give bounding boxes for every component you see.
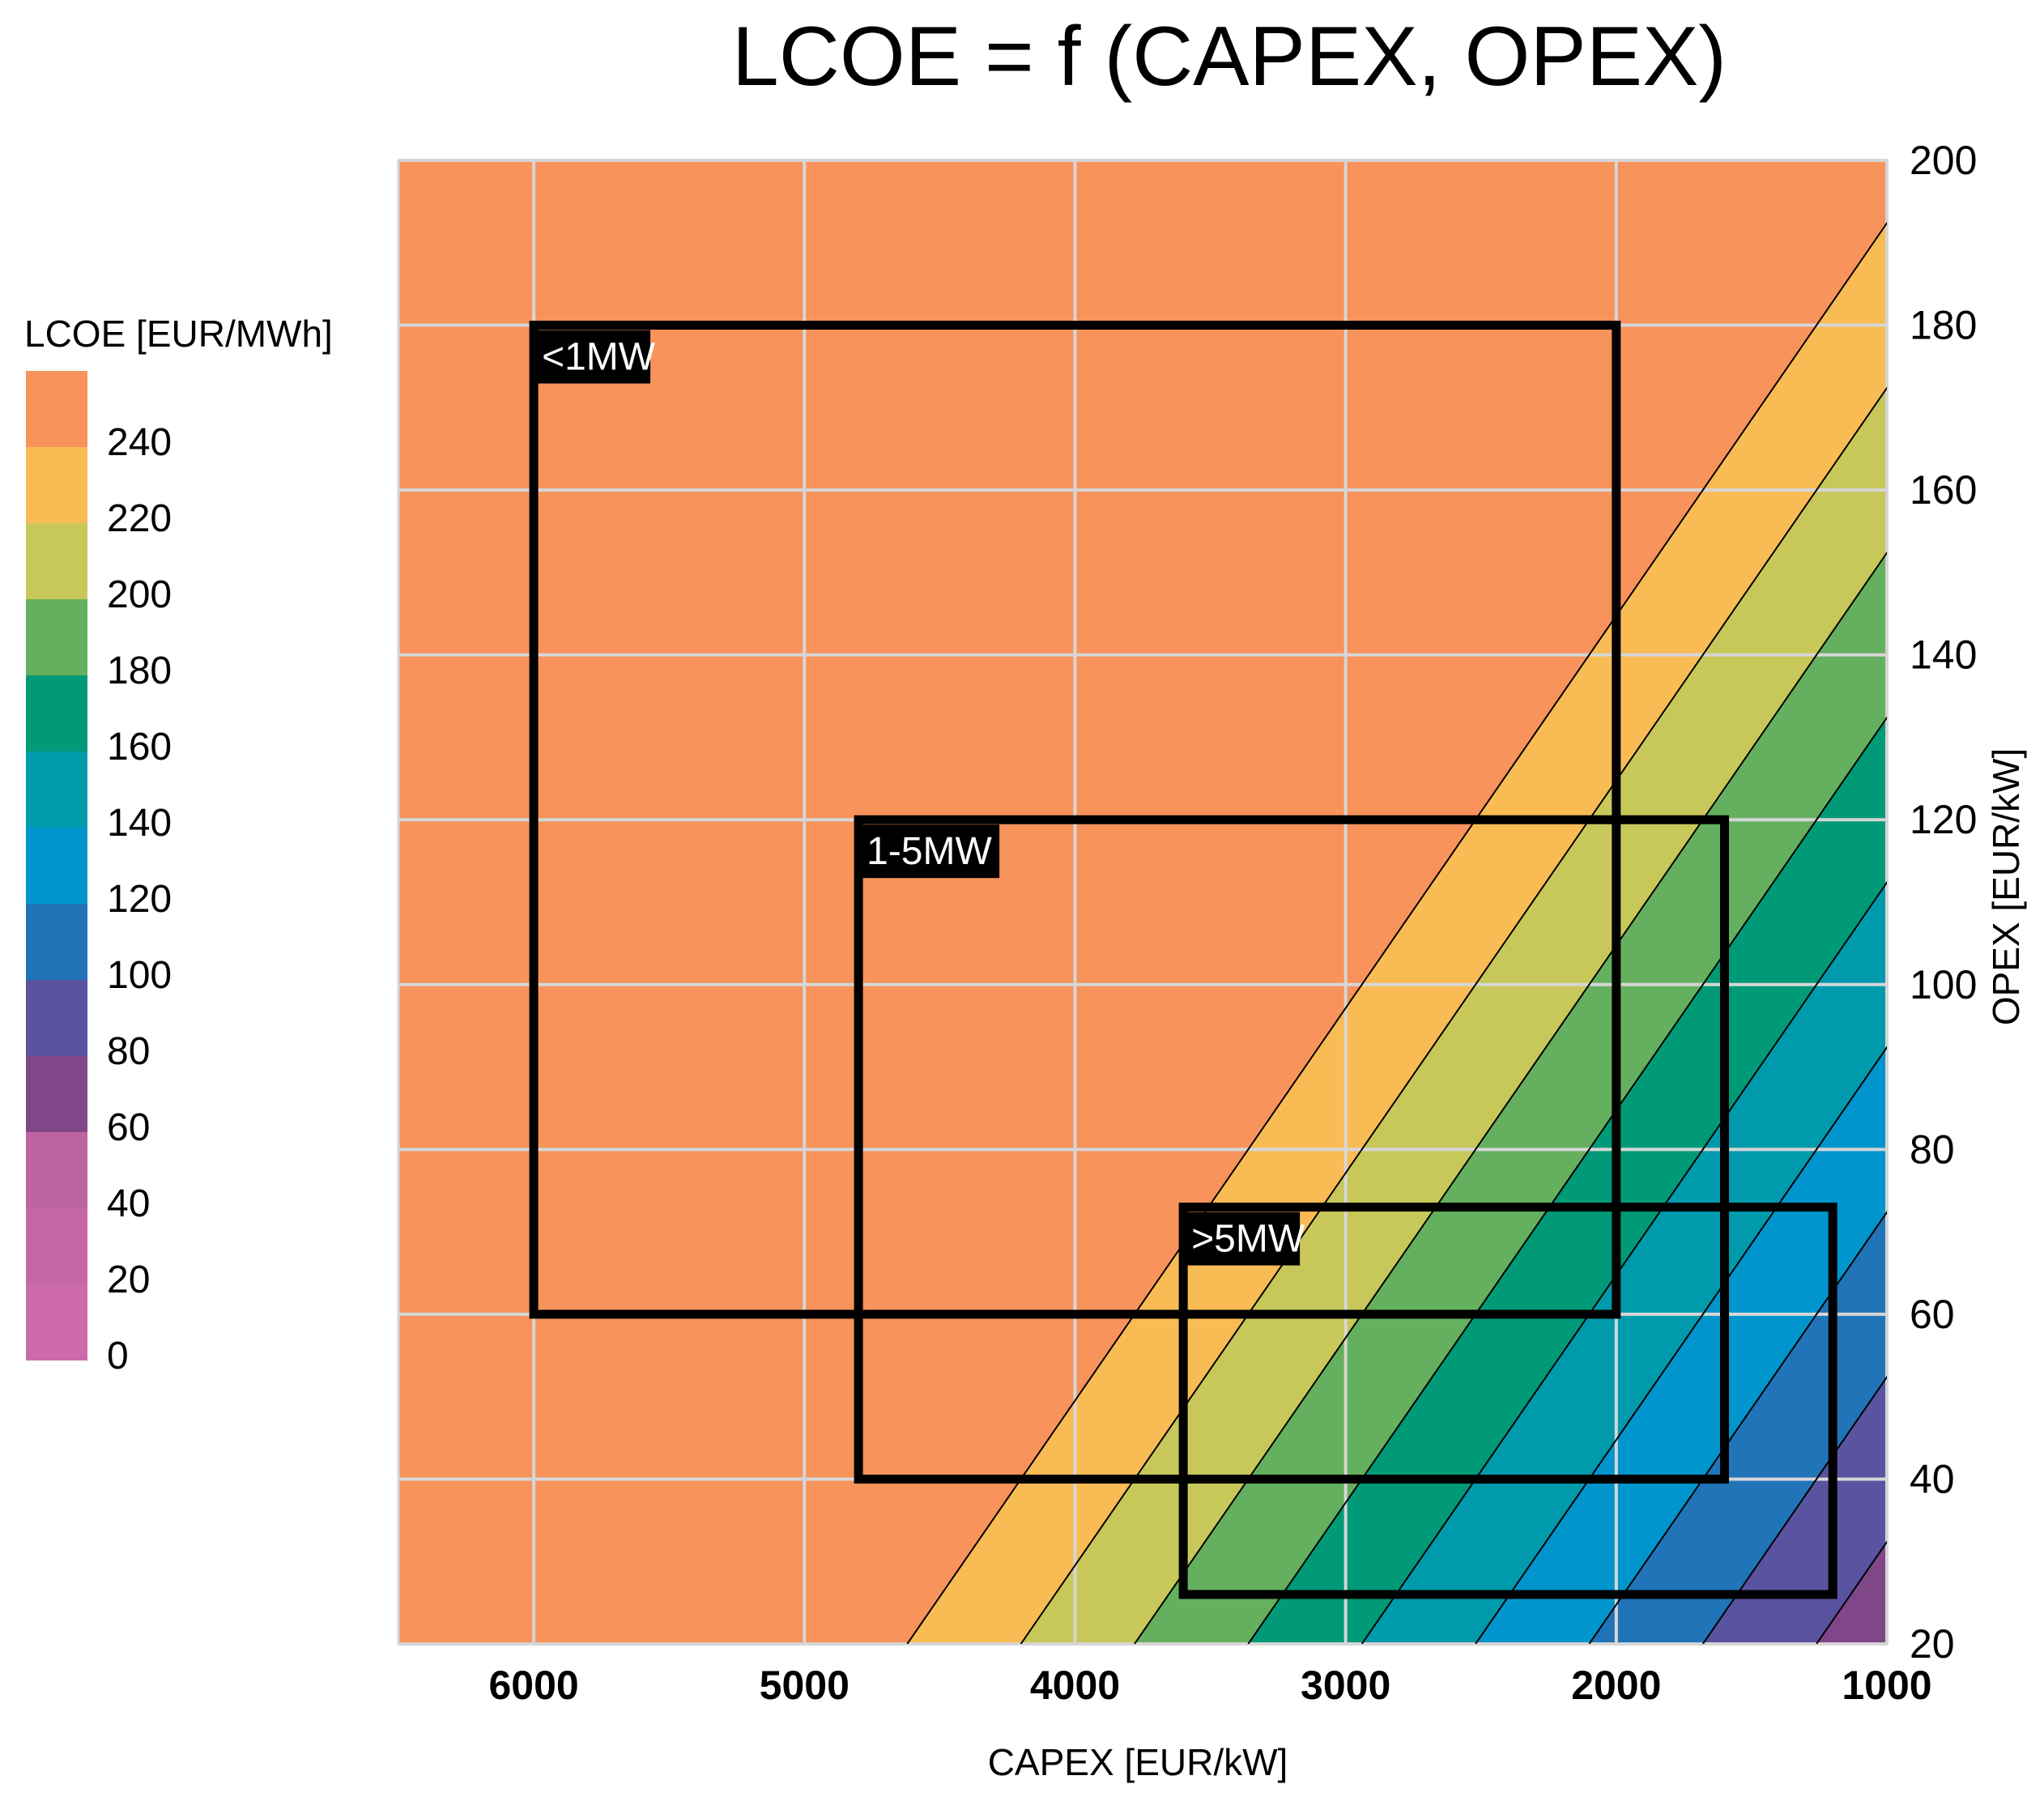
colorbar-tick-label: 80 xyxy=(107,1030,150,1073)
iso-lines xyxy=(906,221,1887,1644)
x-tick-label: 1000 xyxy=(1842,1663,1931,1708)
colorbar-swatch xyxy=(26,828,87,904)
colorbar-swatch xyxy=(26,904,87,980)
colorbar-tick-label: 200 xyxy=(107,573,172,616)
region-label: 1-5MW xyxy=(867,830,992,873)
y-axis-ticks: 20 40 60 80 100 120 140 160 180 200 xyxy=(1910,138,1977,1667)
y-tick-label: 60 xyxy=(1910,1292,1955,1337)
region-box xyxy=(854,815,1729,1484)
colorbar-tick-label: 100 xyxy=(107,954,172,997)
region-label-bg xyxy=(862,824,1000,879)
colorbar-tick-label: 120 xyxy=(107,878,172,921)
contour-bands xyxy=(398,160,1887,1644)
y-tick-label: 20 xyxy=(1910,1621,1955,1667)
y-tick-label: 200 xyxy=(1910,138,1977,183)
region-label-bg xyxy=(1186,1211,1301,1266)
size-regions: <1MW 1-5MW >5MW xyxy=(529,321,1837,1599)
x-axis-label: CAPEX [EUR/kW] xyxy=(988,1741,1288,1783)
x-tick-label: 4000 xyxy=(1030,1663,1120,1708)
iso-line xyxy=(1475,1045,1887,1644)
y-tick-label: 160 xyxy=(1910,467,1977,513)
region-1: 1-5MW xyxy=(854,815,1729,1484)
x-tick-label: 5000 xyxy=(760,1663,850,1708)
x-tick-label: 3000 xyxy=(1301,1663,1390,1708)
iso-line xyxy=(1020,386,1887,1644)
colorbar-swatch xyxy=(26,599,87,675)
region-box xyxy=(1178,1203,1837,1599)
iso-line xyxy=(906,221,1887,1644)
colorbar-tick-label: 140 xyxy=(107,802,172,845)
iso-line xyxy=(1588,1211,1887,1644)
region-label-bg xyxy=(537,330,651,384)
colorbar-swatch xyxy=(26,371,87,447)
colorbar-title: LCOE [EUR/MWh] xyxy=(24,313,333,355)
region-label: <1MW xyxy=(542,336,656,379)
region-2: >5MW xyxy=(1178,1203,1837,1599)
colorbar-tick-label: 180 xyxy=(107,649,172,692)
y-tick-label: 40 xyxy=(1910,1456,1955,1501)
colorbar-tick-label: 220 xyxy=(107,497,172,540)
colorbar-tick-label: 40 xyxy=(107,1182,150,1225)
iso-line xyxy=(1361,881,1887,1644)
colorbar-swatch xyxy=(26,752,87,828)
colorbar-swatch xyxy=(26,1208,87,1284)
colorbar-swatch xyxy=(26,1284,87,1361)
colorbar-swatch xyxy=(26,980,87,1056)
region-label: >5MW xyxy=(1191,1218,1305,1261)
x-axis-ticks: 6000 5000 4000 3000 2000 1000 xyxy=(488,1663,1931,1708)
y-tick-label: 140 xyxy=(1910,632,1977,678)
iso-line xyxy=(1134,551,1887,1644)
x-tick-label: 6000 xyxy=(488,1663,578,1708)
colorbar-swatch xyxy=(26,523,87,599)
y-tick-label: 100 xyxy=(1910,962,1977,1007)
plot-border xyxy=(397,159,1889,1646)
colorbar-tick-label: 240 xyxy=(107,421,172,464)
contour-band xyxy=(398,160,1887,1644)
colorbar-tick-label: 20 xyxy=(107,1258,150,1301)
colorbar-tick-label: 160 xyxy=(107,726,172,769)
chart-title: LCOE = f (CAPEX, OPEX) xyxy=(732,10,1727,104)
iso-line xyxy=(1247,716,1887,1644)
colorbar-swatch xyxy=(26,447,87,523)
colorbar-swatch xyxy=(26,1056,87,1132)
colorbar-swatch xyxy=(26,675,87,752)
x-tick-label: 2000 xyxy=(1571,1663,1661,1708)
colorbar-tick-label: 60 xyxy=(107,1106,150,1149)
y-tick-label: 120 xyxy=(1910,797,1977,842)
colorbar-swatch xyxy=(26,1132,87,1208)
iso-line xyxy=(1701,1375,1887,1644)
y-tick-label: 80 xyxy=(1910,1126,1955,1172)
y-tick-label: 180 xyxy=(1910,303,1977,348)
y-axis-label: OPEX [EUR/kW] xyxy=(1985,748,2027,1025)
colorbar-tick-label: 0 xyxy=(107,1335,129,1378)
